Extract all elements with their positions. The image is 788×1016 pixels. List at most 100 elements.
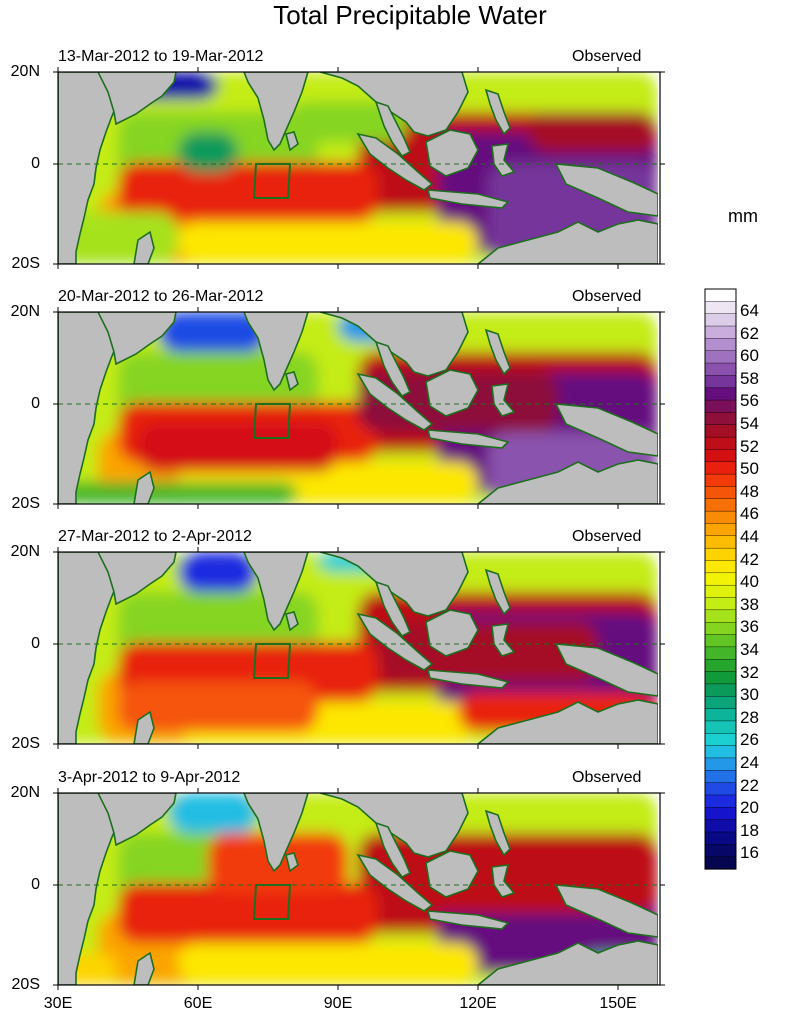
colorbar-tick-label: 22 [740, 775, 759, 795]
panel-frame [57, 792, 661, 986]
lat-label-0: 0 [31, 876, 40, 893]
colorbar-swatch [704, 535, 737, 549]
panel-source-label: Observed [572, 769, 642, 786]
colorbar-tick-label: 50 [740, 459, 759, 479]
region-box [252, 163, 292, 199]
colorbar-swatch [704, 523, 737, 537]
lat-label-20n: 20N [10, 784, 40, 801]
colorbar-swatch [704, 671, 737, 685]
colorbar-tick-label: 40 [740, 572, 759, 592]
colorbar-tick-label: 56 [740, 391, 759, 411]
colorbar-tick-label: 58 [740, 368, 759, 388]
colorbar-swatch [704, 473, 737, 488]
map-panel-2 [53, 307, 665, 509]
colorbar-swatch [704, 325, 737, 339]
colorbar-swatch [704, 844, 737, 858]
colorbar-tick-label: 36 [740, 617, 759, 637]
colorbar-tick-label: 52 [740, 436, 759, 456]
colorbar-swatch [704, 634, 737, 648]
colorbar-tick-label: 38 [740, 594, 759, 614]
map-panel-4 [53, 788, 665, 990]
colorbar-swatch [704, 547, 737, 562]
region-box [252, 643, 292, 679]
lat-label-20s: 20S [11, 976, 40, 993]
colorbar-swatch [704, 498, 737, 512]
region-box [252, 403, 292, 439]
colorbar-swatch [704, 424, 737, 438]
colorbar-swatch [704, 387, 737, 401]
colorbar-swatch [704, 584, 737, 599]
colorbar-swatch [704, 782, 737, 796]
colorbar-tick-label: 44 [740, 527, 759, 546]
colorbar-swatch [704, 659, 737, 673]
colorbar-swatch [704, 646, 737, 660]
axis-ticks [53, 547, 665, 749]
colorbar-tick-label: 18 [740, 820, 759, 840]
colorbar-tick-label: 46 [740, 504, 759, 524]
colorbar-swatch [704, 510, 737, 525]
colorbar-swatch [704, 733, 737, 747]
colorbar-swatch [704, 609, 737, 623]
lat-label-20n: 20N [10, 303, 40, 320]
colorbar-tick-label: 20 [740, 798, 759, 818]
panel-source-label: Observed [572, 528, 642, 545]
lon-label-30e: 30E [43, 995, 73, 1012]
axis-ticks [53, 67, 665, 269]
colorbar-swatch [704, 338, 737, 352]
colorbar-swatch [704, 683, 737, 697]
colorbar-swatch [704, 486, 737, 500]
colorbar-swatch [704, 412, 737, 426]
colorbar-tick-label: 16 [740, 843, 759, 863]
colorbar-swatch [704, 301, 737, 315]
map-panel-3 [53, 547, 665, 749]
colorbar-tick-label: 48 [740, 481, 759, 501]
colorbar-tick-label: 26 [740, 730, 759, 750]
colorbar-frame [704, 288, 737, 870]
colorbar-swatch [704, 770, 737, 784]
axis-ticks [53, 788, 665, 990]
panel-source-label: Observed [572, 48, 642, 65]
colorbar-tick-label: 24 [740, 753, 759, 772]
colorbar-swatch [704, 597, 737, 611]
colorbar-swatch [704, 375, 737, 389]
axis-ticks [53, 307, 665, 509]
colorbar-units: mm [728, 206, 758, 226]
panel-date-range: 27-Mar-2012 to 2-Apr-2012 [58, 528, 252, 545]
lon-label-90e: 90E [323, 995, 353, 1012]
lat-label-20n: 20N [10, 543, 40, 560]
lon-label-60e: 60E [183, 995, 213, 1012]
colorbar-tick-label: 60 [740, 346, 759, 366]
lat-label-20n: 20N [10, 63, 40, 80]
colorbar-tick-label: 62 [740, 323, 759, 343]
colorbar-tick-label: 34 [740, 640, 759, 659]
panel-date-range: 20-Mar-2012 to 26-Mar-2012 [58, 288, 264, 305]
colorbar-swatch [704, 449, 737, 463]
colorbar-swatch [704, 313, 737, 327]
colorbar-swatch [704, 572, 737, 586]
lat-label-0: 0 [31, 155, 40, 172]
colorbar-swatch [704, 794, 737, 808]
colorbar-swatch [704, 819, 737, 833]
panel-source-label: Observed [572, 288, 642, 305]
colorbar-swatch [704, 288, 737, 302]
colorbar-swatch [704, 560, 737, 574]
colorbar-swatch [704, 745, 737, 759]
colorbar-swatch [704, 757, 737, 771]
colorbar-swatch [704, 720, 737, 734]
panel-date-range: 3-Apr-2012 to 9-Apr-2012 [58, 769, 241, 786]
colorbar-tick-label: 28 [740, 707, 759, 727]
lat-label-20s: 20S [11, 495, 40, 512]
colorbar-swatch [704, 831, 737, 845]
colorbar-tick-label: 54 [740, 414, 759, 433]
colorbar-swatch [704, 807, 737, 821]
lon-label-150e: 150E [599, 995, 637, 1012]
colorbar-swatch [704, 708, 737, 722]
lat-label-0: 0 [31, 395, 40, 412]
colorbar-swatch [704, 362, 737, 376]
panel-frame [57, 71, 661, 265]
colorbar-swatch [704, 399, 737, 414]
colorbar-swatch [704, 621, 737, 636]
colorbar [704, 288, 737, 870]
colorbar-tick-label: 42 [740, 549, 759, 569]
